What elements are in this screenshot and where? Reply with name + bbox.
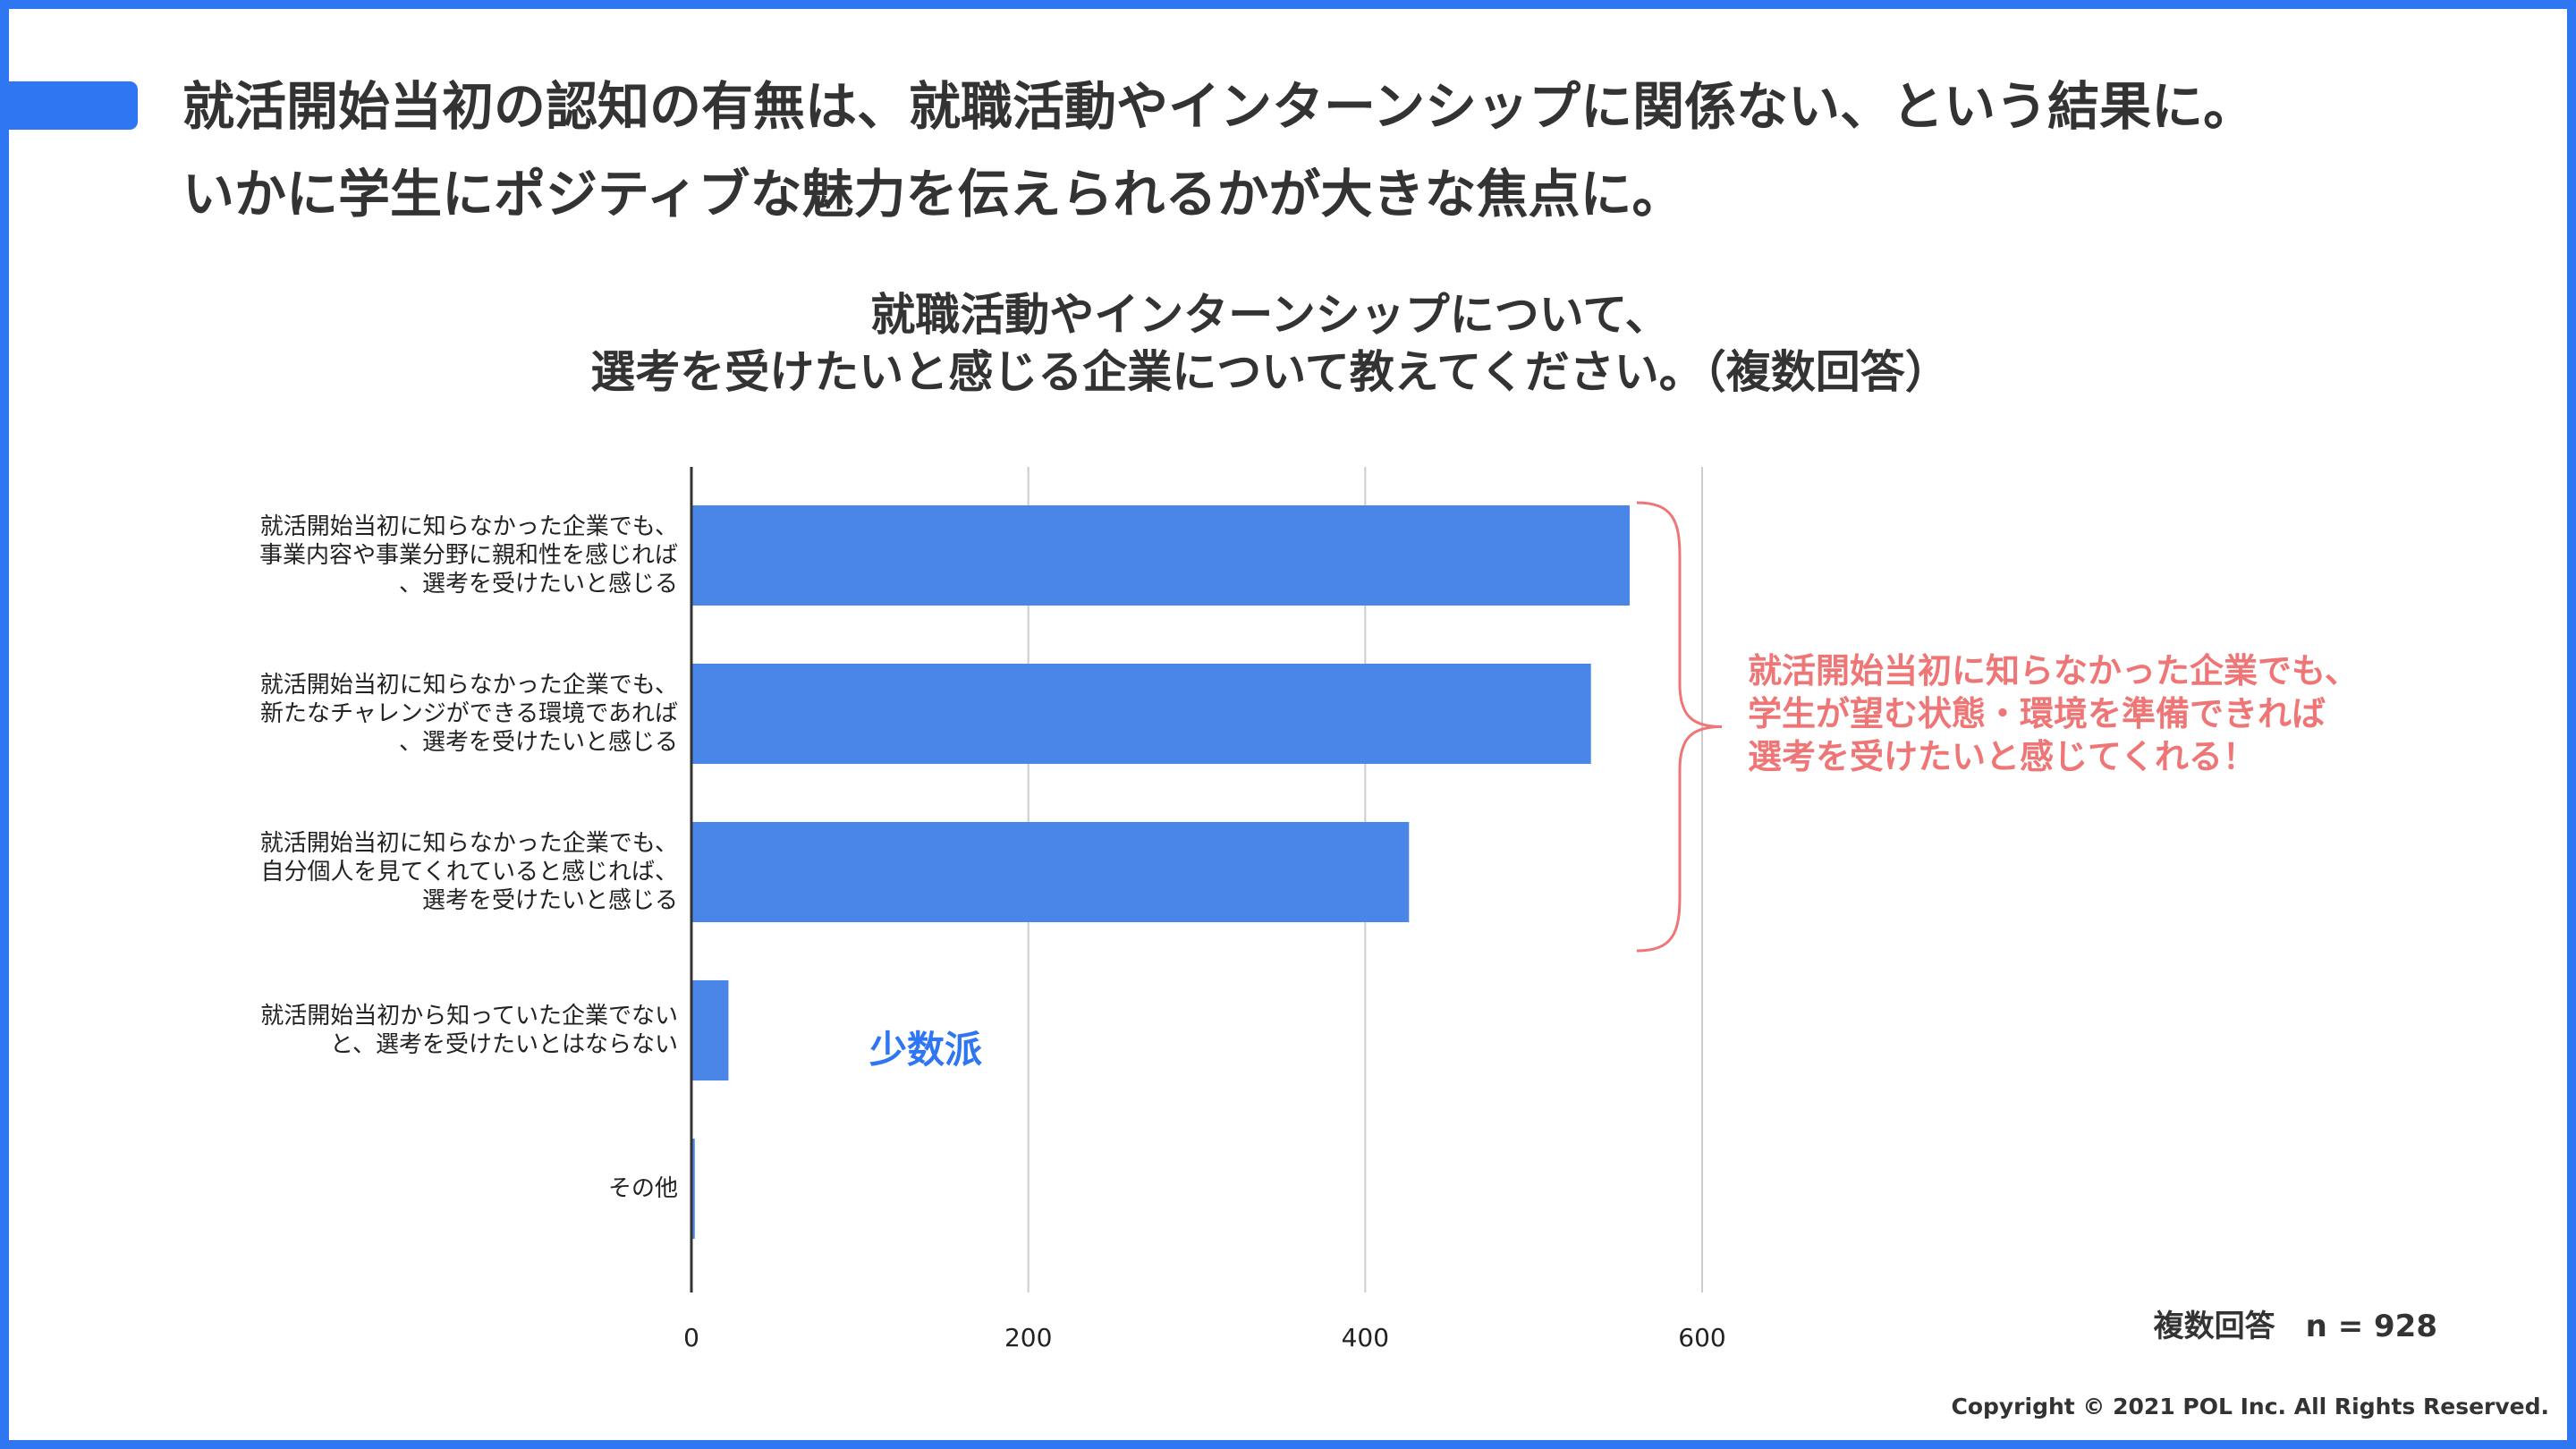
category-label-4: 就活開始当初から知っていた企業でない と、選考を受けたいとはならない: [141, 1002, 678, 1059]
category-label-line: 選考を受けたいと感じる: [421, 887, 678, 914]
category-label-line: 、選考を受けたいと感じる: [398, 729, 678, 756]
callout-line-2: 学生が望む状態・環境を準備できれば: [1748, 694, 2326, 733]
x-tick-label-200: 200: [1004, 1323, 1052, 1352]
category-label-line: 、選考を受けたいと感じる: [398, 571, 678, 597]
minority-label: 少数派: [869, 1028, 983, 1072]
callout-brace: [1636, 501, 1723, 953]
category-label-line: 就活開始当初に知らなかった企業でも、: [259, 830, 678, 857]
chart-title: 就職活動やインターンシップについて、 選考を受けたいと感じる企業について教えてく…: [420, 286, 2120, 401]
category-label-line: と、選考を受けたいとはならない: [330, 1031, 678, 1058]
callout-line-3: 選考を受けたいと感じてくれる！: [1748, 737, 2257, 776]
category-label-5: その他: [141, 1174, 678, 1203]
category-label-1: 就活開始当初に知らなかった企業でも、 事業内容や事業分野に親和性を感じれば 、選考を…: [141, 513, 678, 598]
callout-text: 就活開始当初に知らなかった企業でも、 学生が望む状態・環境を準備できれば 選考を…: [1748, 649, 2517, 778]
callout-line-1: 就活開始当初に知らなかった企業でも、: [1748, 651, 2359, 691]
headline-line-1: 就活開始当初の認知の有無は、就職活動やインターンシップに関係ない、という結果に。: [182, 76, 2256, 137]
accent-tab: [0, 81, 138, 130]
bar-2: [691, 664, 1591, 764]
headline-line-2: いかに学生にポジティブな魅力を伝えられるかが大きな焦点に。: [182, 164, 1684, 225]
bar-5: [691, 1139, 695, 1239]
slide-headline: 就活開始当初の認知の有無は、就職活動やインターンシップに関係ない、という結果に。…: [182, 63, 2526, 238]
category-label-line: 就活開始当初から知っていた企業でない: [260, 1003, 678, 1030]
x-tick-label-400: 400: [1342, 1323, 1389, 1352]
category-label-line: 就活開始当初に知らなかった企業でも、: [259, 513, 678, 540]
category-label-line: 自分個人を見てくれていると感じれば、: [260, 859, 678, 886]
chart-title-line-2: 選考を受けたいと感じる企業について教えてください。（複数回答）: [590, 346, 1950, 398]
category-label-line: 就活開始当初に知らなかった企業でも、: [259, 672, 678, 699]
bar-4: [691, 980, 729, 1080]
bar-3: [691, 822, 1410, 922]
category-label-line: その他: [607, 1175, 678, 1202]
x-tick-label-600: 600: [1678, 1323, 1725, 1352]
category-label-3: 就活開始当初に知らなかった企業でも、 自分個人を見てくれていると感じれば、 選考を受…: [141, 829, 678, 915]
sample-size-note: 複数回答 n = 928: [2153, 1309, 2437, 1344]
x-tick-label-0: 0: [683, 1323, 699, 1352]
category-label-line: 事業内容や事業分野に親和性を感じれば: [258, 542, 678, 569]
category-label-line: 新たなチャレンジができる環境であれば: [260, 700, 678, 727]
chart-title-line-1: 就職活動やインターンシップについて、: [870, 289, 1670, 341]
copyright-notice: Copyright © 2021 POL Inc. All Rights Res…: [1951, 1394, 2549, 1419]
category-label-2: 就活開始当初に知らなかった企業でも、 新たなチャレンジができる環境であれば 、選考を…: [141, 671, 678, 757]
bar-1: [691, 505, 1631, 606]
